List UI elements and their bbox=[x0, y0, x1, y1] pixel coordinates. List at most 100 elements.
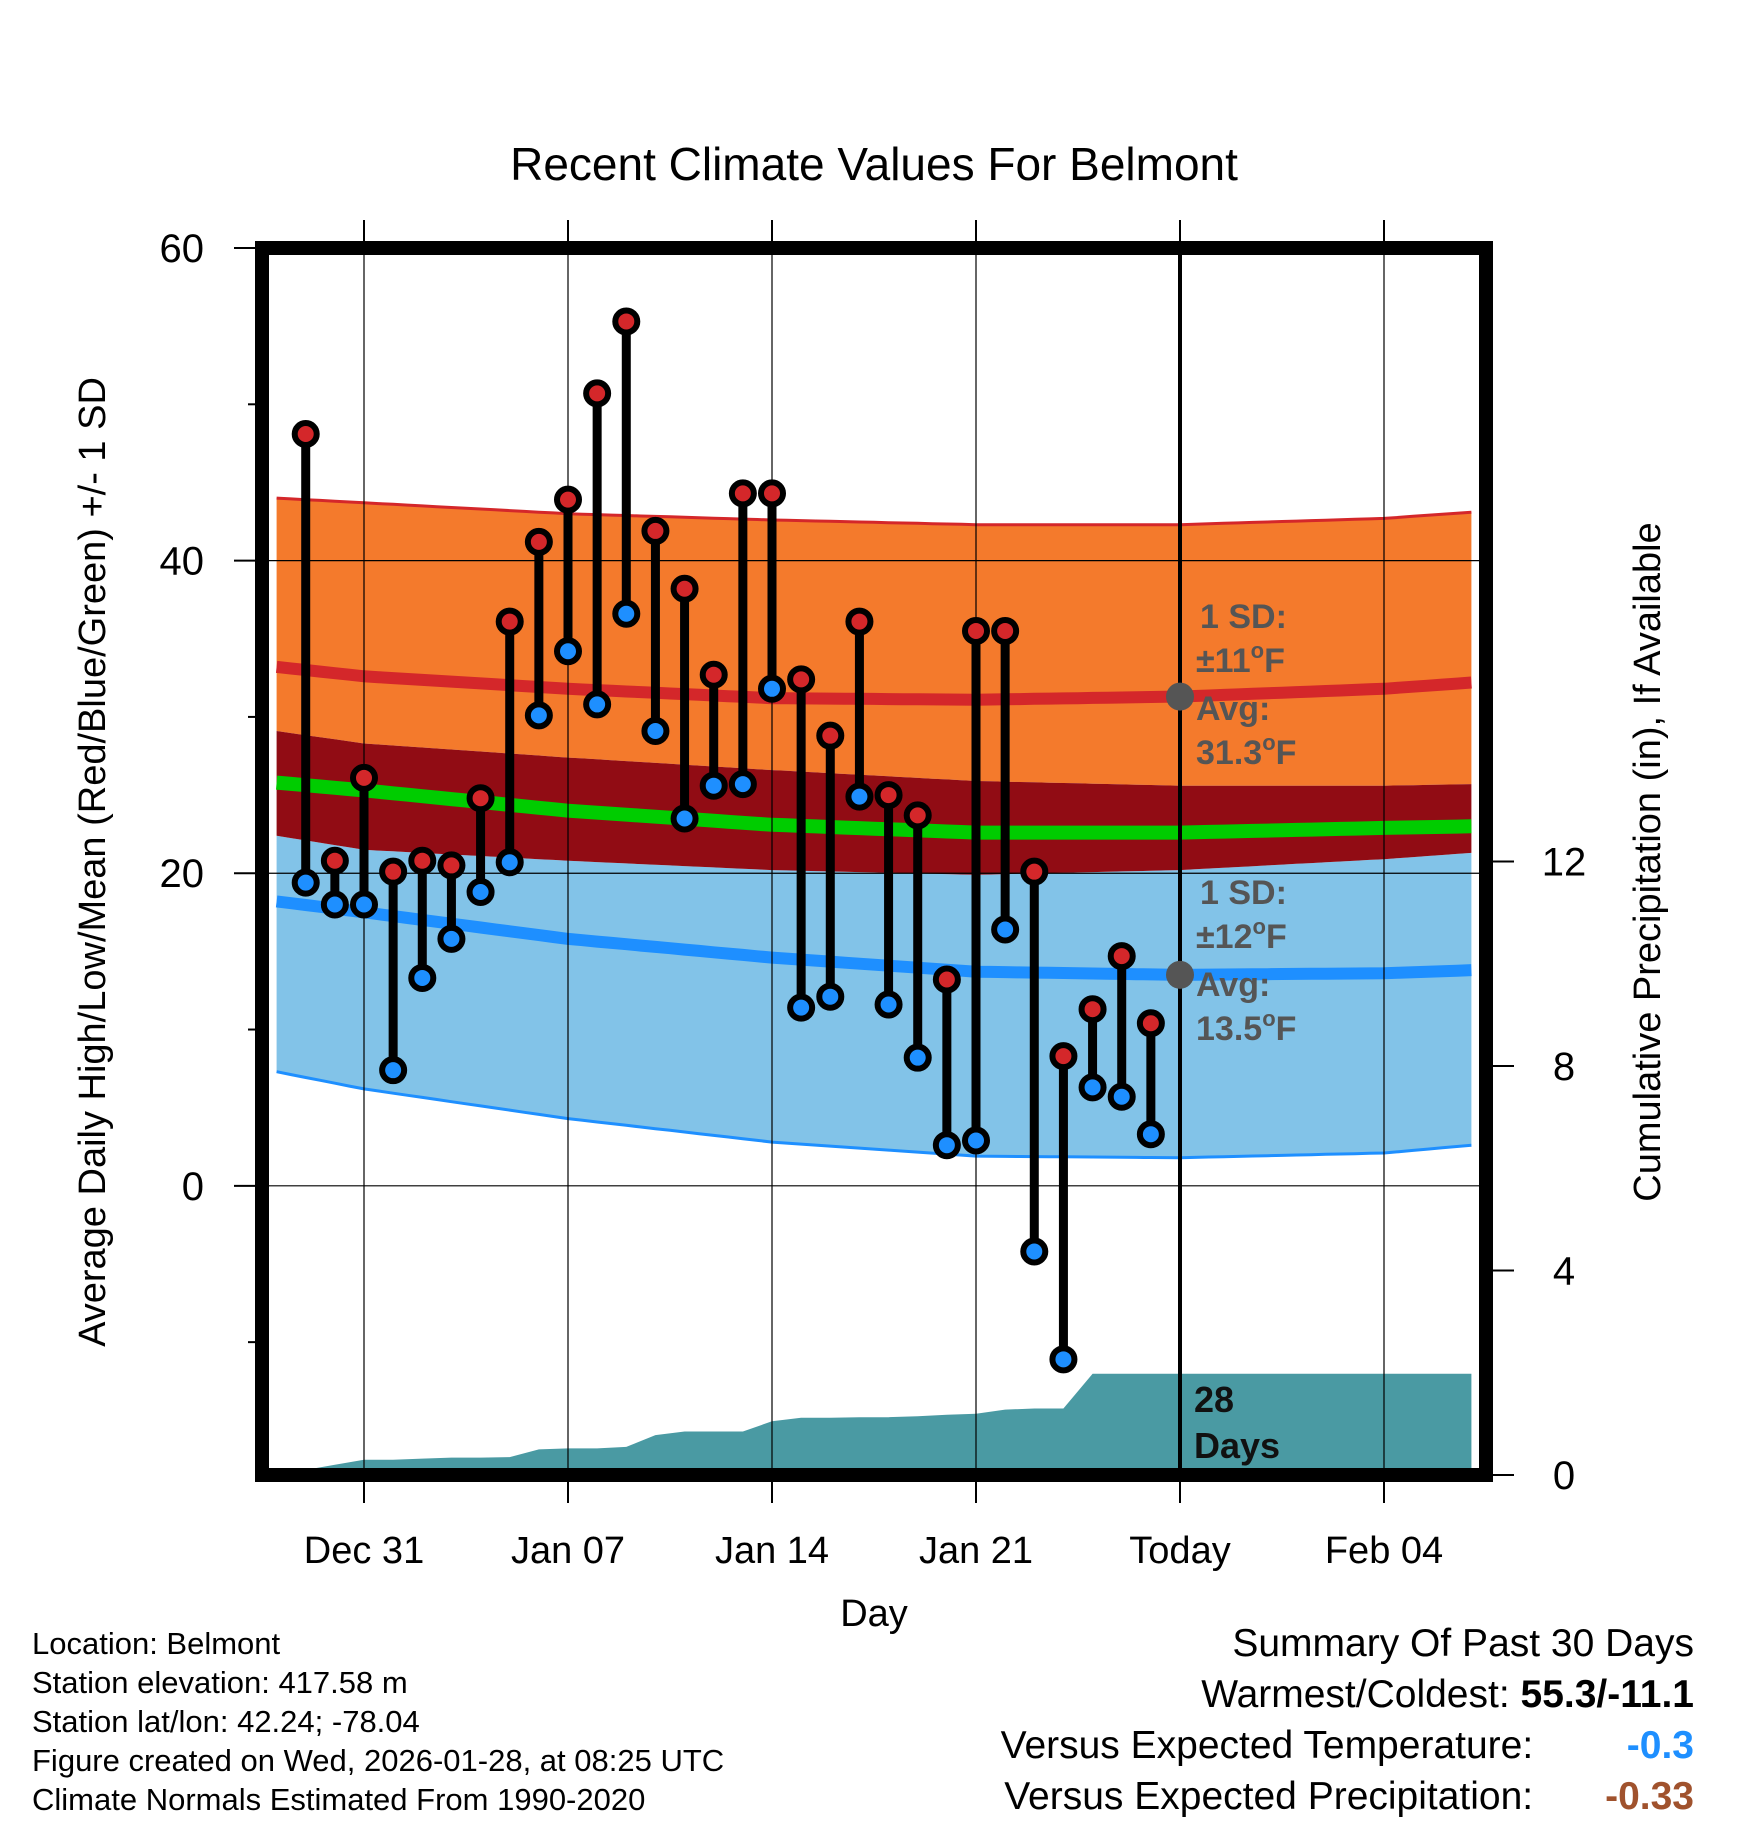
temp-vs-expected-value: -0.3 bbox=[1626, 1724, 1694, 1767]
low-sd-value: ±12oF bbox=[1196, 914, 1287, 956]
warm-cold-label: Warmest/Coldest: bbox=[1201, 1673, 1510, 1716]
daily-low-point bbox=[612, 599, 641, 628]
daily-high-point bbox=[437, 851, 466, 880]
daily-high-point bbox=[350, 763, 378, 792]
x-axis-label: Day bbox=[840, 1593, 908, 1635]
daily-high-point bbox=[991, 616, 1020, 645]
daily-low-point bbox=[554, 637, 582, 666]
x-tick-label: Jan 14 bbox=[715, 1530, 829, 1572]
daily-high-point bbox=[1078, 995, 1107, 1024]
y-tick-label: 20 bbox=[160, 852, 205, 896]
summary-title: Summary Of Past 30 Days bbox=[1232, 1622, 1694, 1665]
station-info: Location: Belmont Station elevation: 417… bbox=[32, 1624, 724, 1819]
low-sd-lower-line bbox=[276, 1070, 1472, 1160]
daily-high-point bbox=[758, 479, 786, 508]
x-tick-label: Today bbox=[1129, 1530, 1230, 1572]
daily-low-point bbox=[699, 771, 728, 800]
high-avg-label: Avg: bbox=[1196, 690, 1270, 728]
low-sd-band bbox=[276, 835, 1472, 1158]
temp-vs-expected-label: Versus Expected Temperature: bbox=[1000, 1724, 1534, 1767]
daily-high-point bbox=[699, 660, 728, 689]
high-sd-label: 1 SD: bbox=[1200, 598, 1287, 636]
low-avg-value: 13.5oF bbox=[1196, 1006, 1296, 1048]
daily-high-point bbox=[787, 665, 816, 694]
normal-low-line bbox=[275, 895, 1472, 981]
chart-title: Recent Climate Values For Belmont bbox=[510, 138, 1238, 190]
daily-low-point bbox=[874, 990, 903, 1019]
daily-high-point bbox=[408, 846, 437, 875]
daily-low-point bbox=[845, 782, 874, 811]
daily-high-point bbox=[612, 307, 641, 336]
warm-cold-value: 55.3/-11.1 bbox=[1520, 1673, 1694, 1716]
daily-low-point bbox=[903, 1043, 932, 1072]
x-tick-label: Jan 07 bbox=[511, 1530, 625, 1572]
low-sd-label: 1 SD: bbox=[1200, 874, 1287, 912]
precip-vs-expected-value: -0.33 bbox=[1605, 1775, 1694, 1818]
precip-area bbox=[276, 1373, 1472, 1475]
daily-high-point bbox=[728, 479, 757, 508]
latlon-text: Station lat/lon: 42.24; -78.04 bbox=[32, 1704, 420, 1739]
daily-high-point bbox=[524, 527, 553, 556]
daily-high-point bbox=[1020, 857, 1049, 886]
daily-high-point bbox=[320, 846, 349, 875]
y2-tick-label: 12 bbox=[1542, 841, 1587, 885]
daily-low-point bbox=[379, 1056, 408, 1085]
summary-precip: Versus Expected Precipitation: -0.33 bbox=[1001, 1771, 1694, 1822]
daily-low-point bbox=[466, 877, 495, 906]
daily-high-point bbox=[641, 516, 670, 545]
y-axis-label: Average Daily High/Low/Mean (Red/Blue/Gr… bbox=[72, 377, 114, 1347]
summary-panel: Summary Of Past 30 Days Warmest/Coldest:… bbox=[1001, 1618, 1694, 1822]
daily-low-point bbox=[670, 804, 699, 833]
daily-low-point bbox=[932, 1131, 961, 1160]
days-number: 28 bbox=[1194, 1379, 1234, 1420]
daily-low-point bbox=[1078, 1073, 1107, 1102]
daily-low-point bbox=[1136, 1120, 1165, 1149]
daily-high-point bbox=[816, 721, 845, 750]
y2-tick-label: 4 bbox=[1553, 1250, 1575, 1294]
high-sd-band bbox=[276, 498, 1472, 786]
daily-low-point bbox=[962, 1126, 990, 1155]
daily-low-point bbox=[291, 868, 320, 897]
y-tick-label: 60 bbox=[160, 227, 205, 271]
daily-low-point bbox=[408, 963, 437, 992]
normal-high-line bbox=[275, 660, 1472, 706]
normals-text: Climate Normals Estimated From 1990-2020 bbox=[32, 1782, 646, 1817]
daily-low-point bbox=[728, 770, 757, 799]
y2-axis-label: Cumulative Precipitation (in), If Availa… bbox=[1627, 522, 1669, 1201]
x-tick-label: Jan 21 bbox=[919, 1530, 1033, 1572]
daily-high-point bbox=[962, 616, 990, 645]
high-avg-value: 31.3oF bbox=[1196, 730, 1296, 772]
y2-tick-label: 8 bbox=[1553, 1045, 1575, 1089]
daily-low-point bbox=[1020, 1237, 1049, 1266]
daily-low-point bbox=[1049, 1345, 1078, 1374]
summary-temp: Versus Expected Temperature: -0.3 bbox=[1001, 1720, 1694, 1771]
x-tick-label: Dec 31 bbox=[304, 1530, 424, 1572]
y2-tick-label: 0 bbox=[1553, 1454, 1575, 1498]
daily-low-point bbox=[350, 890, 378, 919]
daily-high-point bbox=[379, 857, 408, 886]
daily-low-point bbox=[437, 924, 466, 953]
daily-high-point bbox=[874, 781, 903, 810]
precip-vs-expected-label: Versus Expected Precipitation: bbox=[1004, 1775, 1534, 1818]
daily-high-point bbox=[291, 420, 320, 449]
daily-low-point bbox=[524, 701, 553, 730]
daily-low-point bbox=[495, 848, 524, 877]
high-sd-upper-line bbox=[276, 496, 1472, 527]
y-tick-label: 0 bbox=[182, 1165, 204, 1209]
daily-low-point bbox=[991, 915, 1020, 944]
summary-warm-cold: Warmest/Coldest: 55.3/-11.1 bbox=[1001, 1669, 1694, 1720]
x-tick-label: Feb 04 bbox=[1325, 1530, 1443, 1572]
elevation-text: Station elevation: 417.58 m bbox=[32, 1665, 408, 1700]
daily-low-point bbox=[641, 716, 670, 745]
low-avg-marker bbox=[1166, 960, 1194, 989]
plot-area bbox=[262, 248, 1486, 1475]
high-sd-value: ±11oF bbox=[1196, 638, 1285, 680]
high-avg-marker bbox=[1166, 682, 1194, 711]
daily-high-point bbox=[903, 801, 932, 830]
daily-high-point bbox=[670, 574, 699, 603]
daily-low-point bbox=[583, 690, 612, 719]
days-word: Days bbox=[1194, 1425, 1280, 1466]
daily-low-point bbox=[320, 890, 349, 919]
daily-low-point bbox=[758, 674, 786, 703]
